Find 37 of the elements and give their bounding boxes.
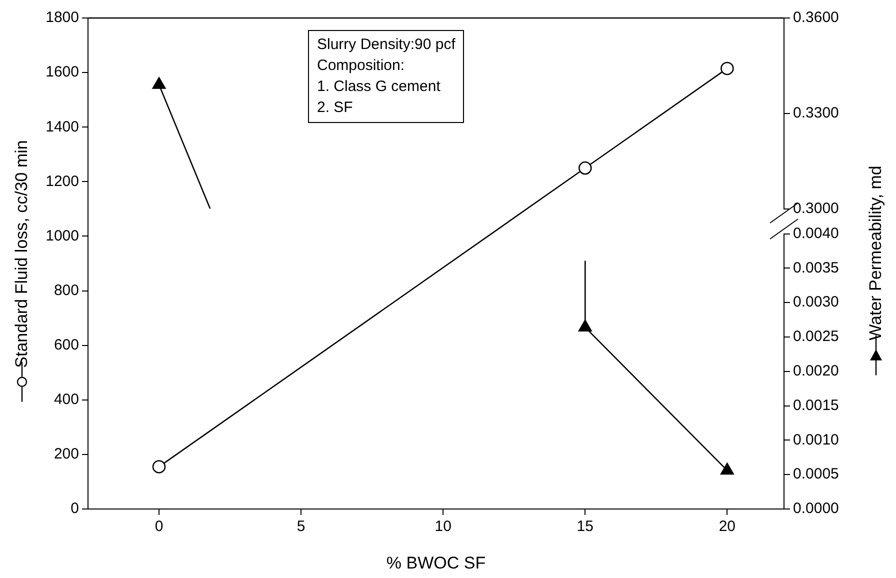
- y-tick-label: 400: [54, 391, 79, 408]
- x-tick-label: 10: [434, 518, 452, 536]
- annotation: 2. SF: [317, 98, 354, 118]
- y2-tick-label: 0.0035: [793, 259, 839, 276]
- y-tick-label: 600: [54, 336, 79, 354]
- y2-tick-label: 0.0025: [793, 328, 839, 346]
- y-tick-label: 800: [54, 282, 79, 299]
- point: [578, 161, 592, 175]
- point: [152, 460, 166, 474]
- y2-tick-label: 0.0020: [793, 362, 839, 380]
- y2-tick-label: 0.0040: [793, 224, 839, 242]
- y2-tick-label: 0.0015: [793, 396, 839, 414]
- annotation: 1. Class G cement: [317, 77, 442, 97]
- x-tick-label: 5: [296, 518, 306, 536]
- y2-axis-title: Water Permeability, md: [866, 165, 886, 340]
- y3-tick-label: 0.3000: [793, 200, 839, 217]
- y-tick-label: 1400: [46, 118, 79, 136]
- x-axis-title: % BWOC SF: [386, 553, 486, 572]
- annotation: Composition:: [317, 56, 406, 76]
- y3-tick-label: 0.3300: [793, 104, 839, 122]
- x-tick-label: 0: [154, 518, 164, 536]
- y2-tick-label: 0.0010: [793, 431, 839, 448]
- annotation: Slurry Density:90 pcf: [317, 35, 456, 55]
- y-tick-label: 1800: [46, 9, 79, 26]
- point: [720, 62, 734, 76]
- y2-tick-label: 0.0000: [793, 500, 839, 518]
- y-tick-label: 1200: [46, 172, 79, 190]
- y-tick-label: 1000: [46, 227, 79, 244]
- y-tick-label: 0: [70, 500, 79, 518]
- y-tick-label: 1600: [46, 64, 79, 81]
- x-tick-label: 20: [718, 518, 736, 536]
- y-axis-title: Standard Fluid loss, cc/30 min: [12, 140, 32, 368]
- x-tick-label: 15: [576, 518, 594, 536]
- y-tick-label: 200: [54, 446, 79, 463]
- y2-tick-label: 0.0005: [793, 466, 839, 483]
- y2-tick-label: 0.0030: [793, 294, 839, 311]
- y3-tick-label: 0.3600: [793, 9, 839, 26]
